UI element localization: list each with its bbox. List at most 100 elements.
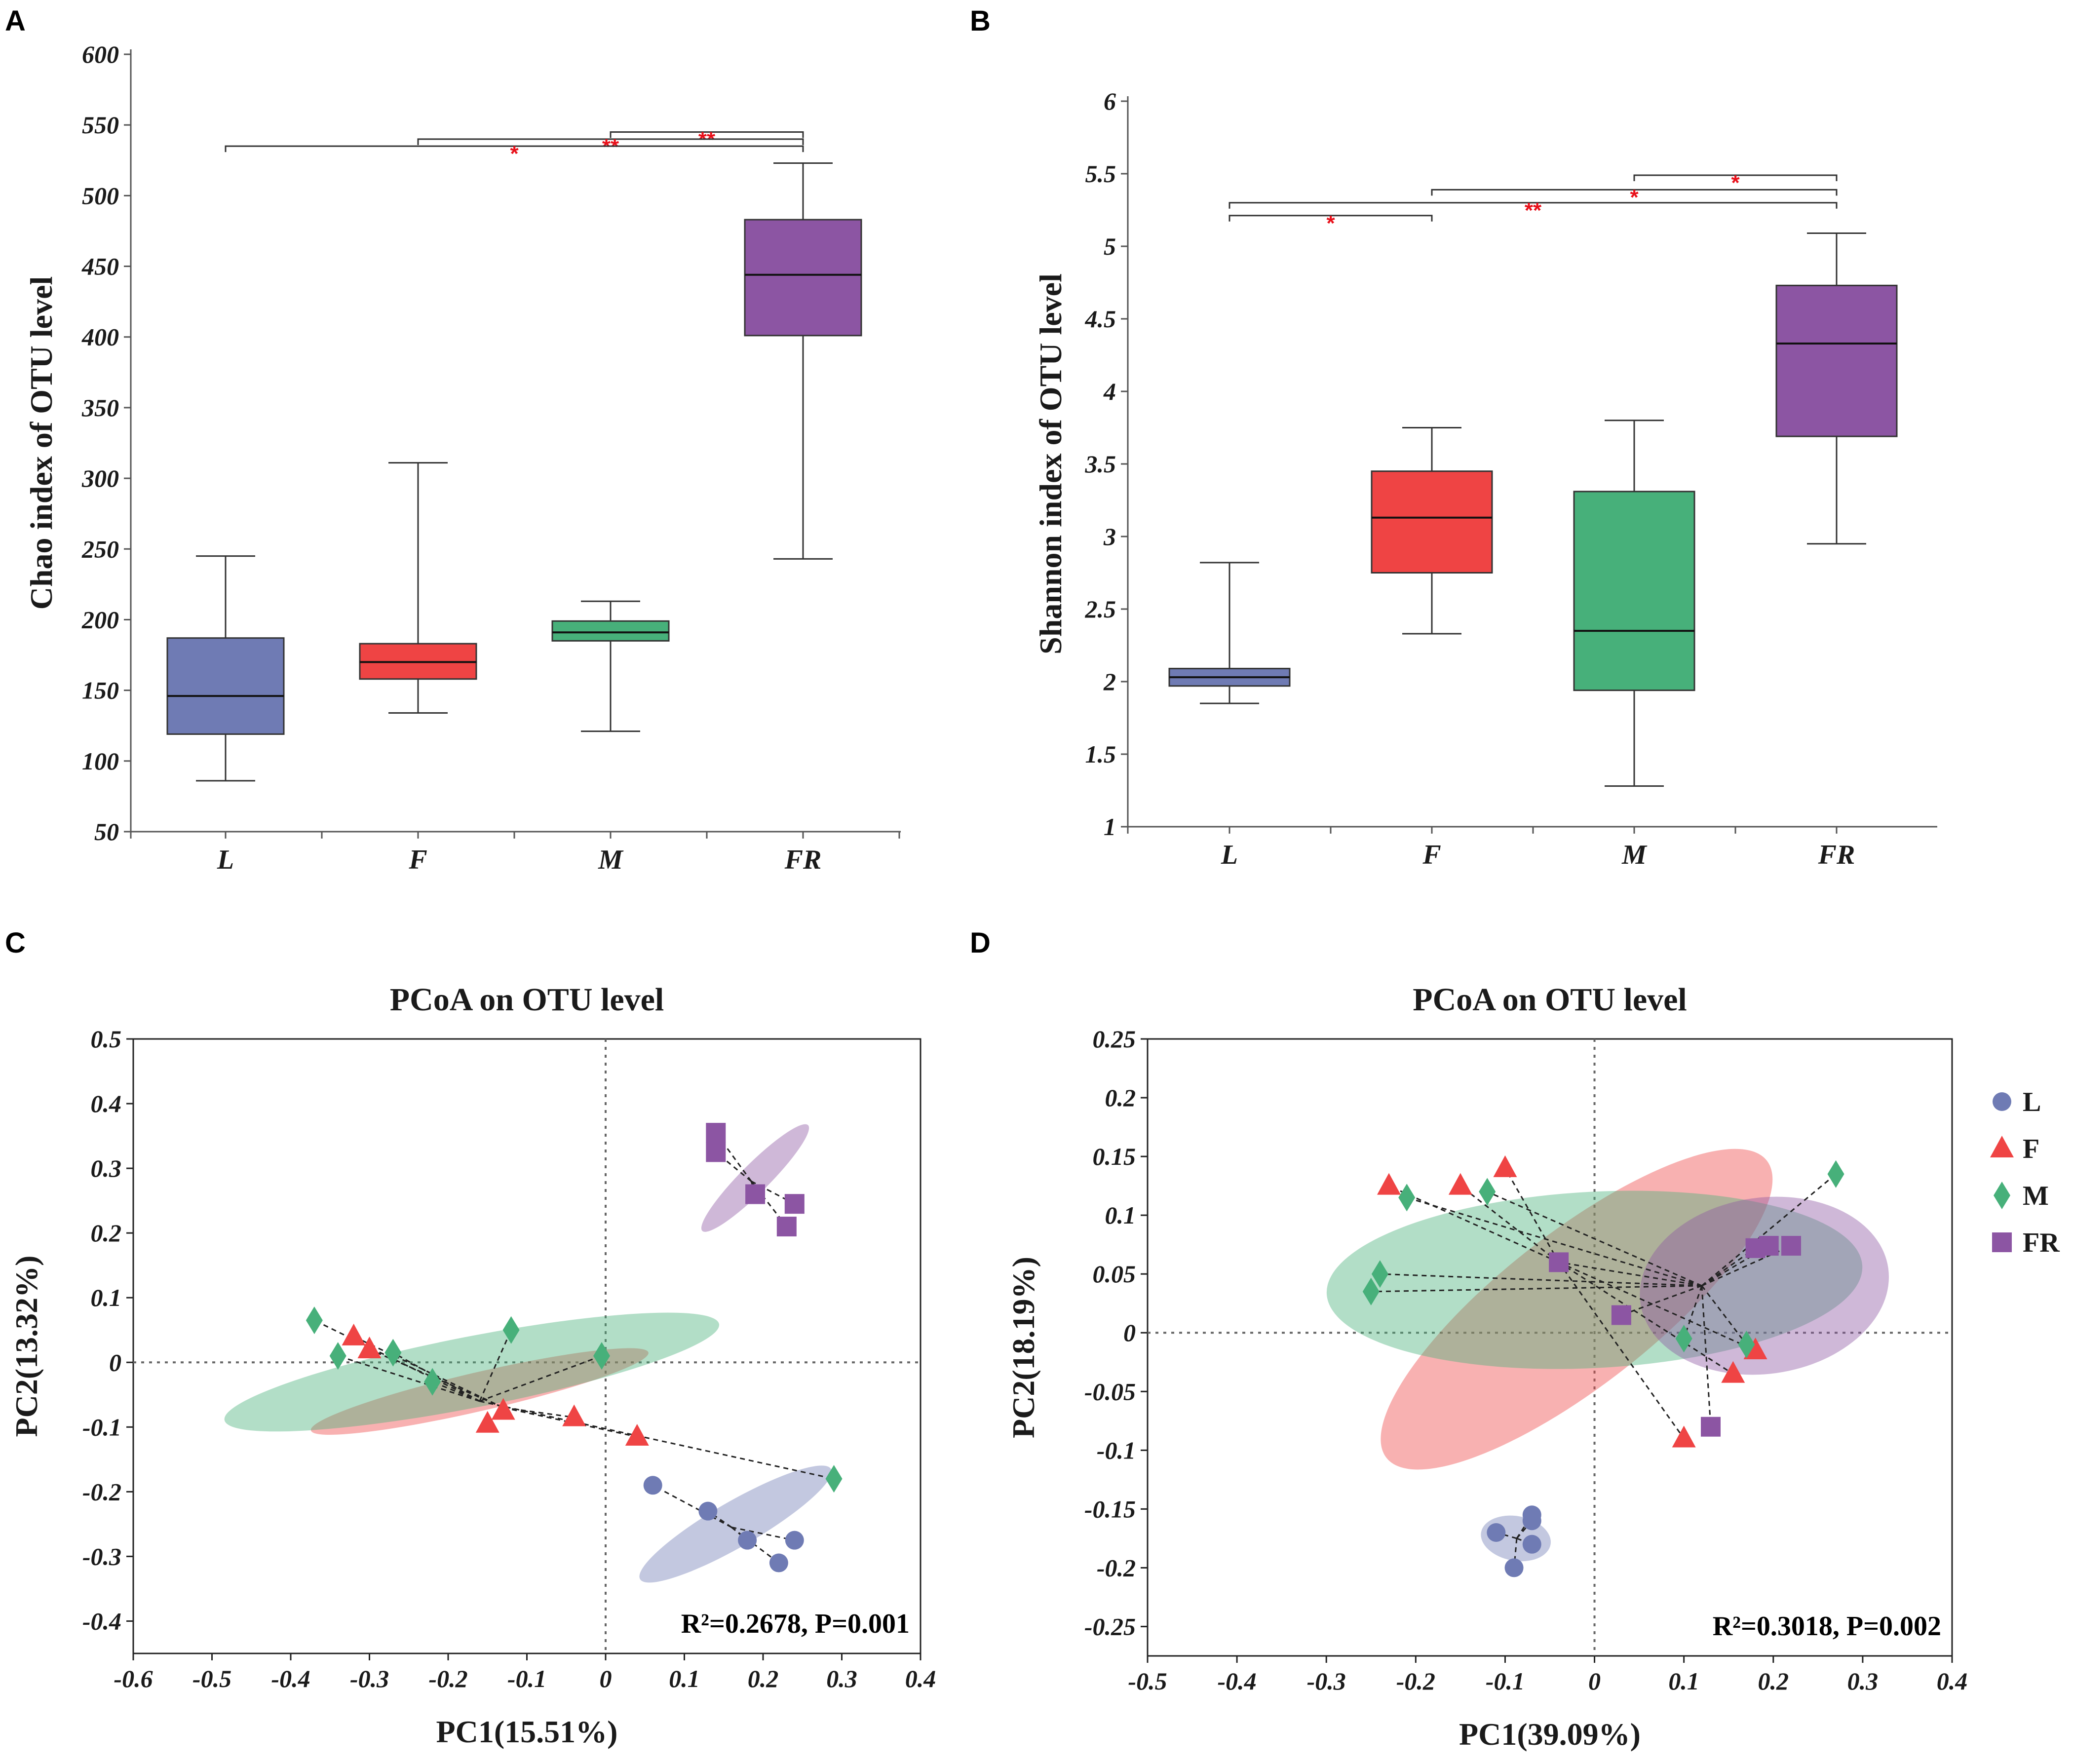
point-fr [1701, 1417, 1721, 1437]
spider-line [338, 1355, 480, 1402]
spider-line [353, 1336, 504, 1409]
stats-annotation: R²=0.3018, P=0.002 [1713, 1611, 1941, 1642]
x-tick-label: -0.2 [1396, 1667, 1435, 1695]
y-tick-label: 1 [1104, 813, 1116, 841]
legend-marker-l [1993, 1092, 2011, 1111]
point-l [698, 1501, 718, 1521]
point-l [769, 1553, 788, 1572]
plot-title: PCoA on OTU level [1413, 982, 1687, 1018]
x-axis-title: PC1(39.09%) [1459, 1717, 1641, 1752]
point-m [593, 1342, 611, 1370]
legend-label: M [2023, 1181, 2049, 1211]
plot-frame [1147, 1038, 1953, 1657]
point-m [329, 1342, 346, 1370]
point-f [1493, 1155, 1517, 1177]
spider-line [1459, 1185, 1560, 1263]
y-tick-label: 6 [1104, 87, 1116, 115]
y-tick-label: -0.25 [1084, 1612, 1136, 1640]
point-fr [1781, 1236, 1801, 1256]
spider-line [1701, 1173, 1837, 1287]
y-tick-label: 50 [94, 818, 119, 845]
spider-line [392, 1352, 480, 1402]
spider-line [1388, 1185, 1559, 1263]
significance-stars: * [510, 142, 519, 166]
spider-line [1487, 1191, 1702, 1287]
significance-stars: * [1630, 185, 1639, 209]
point-fr [1611, 1305, 1631, 1325]
spider-line [1621, 1285, 1702, 1316]
significance-bracket [225, 145, 804, 153]
y-tick-label: 0.2 [91, 1219, 122, 1247]
pcoa-plot-d: -0.5 -0.4 -0.3 -0.2 -0.1 0 0.1 0.2 0.3 0.4 -0.25 -0… [1006, 982, 2060, 1752]
y-tick-label: -0.3 [82, 1542, 121, 1570]
category-label: FR [784, 844, 822, 875]
point-fr [706, 1123, 726, 1143]
point-fr [745, 1184, 766, 1204]
point-f [357, 1337, 382, 1359]
significance-bracket [1228, 215, 1433, 222]
spider-line [479, 1400, 834, 1480]
y-tick-label: 250 [81, 535, 119, 563]
confidence-ellipse-fr [701, 1124, 809, 1232]
y-tick-label: 100 [82, 747, 119, 775]
y-tick-label: 400 [81, 323, 119, 351]
point-m [1675, 1325, 1692, 1353]
y-tick-label: -0.4 [82, 1607, 121, 1635]
y-tick-label: 0 [1123, 1319, 1136, 1346]
point-f [1672, 1425, 1696, 1448]
point-l [1522, 1534, 1541, 1554]
y-axis-title: PC2(13.32%) [9, 1256, 44, 1437]
x-tick-label: -0.4 [1218, 1667, 1257, 1695]
x-tick-label: 0.1 [1668, 1667, 1699, 1695]
y-tick-label: 0.1 [1105, 1201, 1136, 1229]
x-tick-label: -0.5 [192, 1665, 231, 1692]
x-tick-label: 0 [600, 1665, 612, 1692]
x-tick-label: 0.3 [1847, 1667, 1879, 1695]
x-axis-title: PC1(15.51%) [436, 1714, 618, 1749]
significance-bracket [610, 131, 804, 138]
legend-marker-m [1994, 1182, 2010, 1209]
x-tick-label: 0.3 [826, 1665, 857, 1692]
y-tick-label: -0.2 [1097, 1554, 1136, 1581]
spider-line [479, 1330, 512, 1402]
category-label: F [1422, 840, 1441, 870]
spider-line [1380, 1273, 1702, 1287]
y-axis-title: Shannon index of OTU level [1033, 273, 1068, 654]
point-fr [706, 1142, 726, 1162]
spider-line [314, 1319, 480, 1402]
x-tick-label: -0.6 [114, 1665, 153, 1692]
point-l [785, 1531, 804, 1550]
point-m [306, 1306, 323, 1335]
point-m [384, 1339, 402, 1367]
point-f [562, 1404, 586, 1426]
spider-line [1558, 1262, 1685, 1439]
x-tick-label: -0.3 [350, 1665, 389, 1692]
spider-line [707, 1510, 732, 1528]
x-tick-label: -0.2 [428, 1665, 467, 1692]
point-m [1362, 1277, 1380, 1305]
spider-line [731, 1526, 795, 1541]
legend-marker-f [1990, 1136, 2014, 1157]
shannon-boxplot: 1 1.5 2 2.5 3 3.5 4 4.5 5 5.5 6 L F M FR Shannon index … [1033, 87, 1937, 870]
x-tick-label: -0.1 [507, 1665, 546, 1692]
x-tick-label: 0.4 [905, 1665, 936, 1692]
box-fr [744, 219, 862, 337]
significance-bracket [1228, 202, 1838, 209]
spider-line [1371, 1285, 1702, 1293]
y-tick-label: 0.25 [1093, 1025, 1136, 1053]
point-l [1487, 1523, 1506, 1542]
y-tick-label: 2.5 [1085, 595, 1116, 623]
significance-bracket [1431, 189, 1838, 196]
panel-letter-a: A [5, 5, 26, 37]
y-tick-label: 5 [1104, 232, 1116, 260]
point-f [342, 1323, 366, 1345]
y-tick-label: 300 [81, 464, 119, 492]
plot-title: PCoA on OTU level [390, 982, 664, 1018]
y-tick-label: 450 [81, 253, 119, 280]
box-fr [1775, 284, 1898, 437]
point-m [1827, 1160, 1844, 1188]
point-f [491, 1398, 515, 1420]
pcoa-plot-c: -0.6 -0.5 -0.4 -0.3 -0.2 -0.1 0 0.1 0.2 0.3 0.4 -0.… [9, 982, 936, 1749]
spider-line [1558, 1262, 1734, 1375]
stats-annotation: R²=0.2678, P=0.001 [681, 1609, 910, 1639]
